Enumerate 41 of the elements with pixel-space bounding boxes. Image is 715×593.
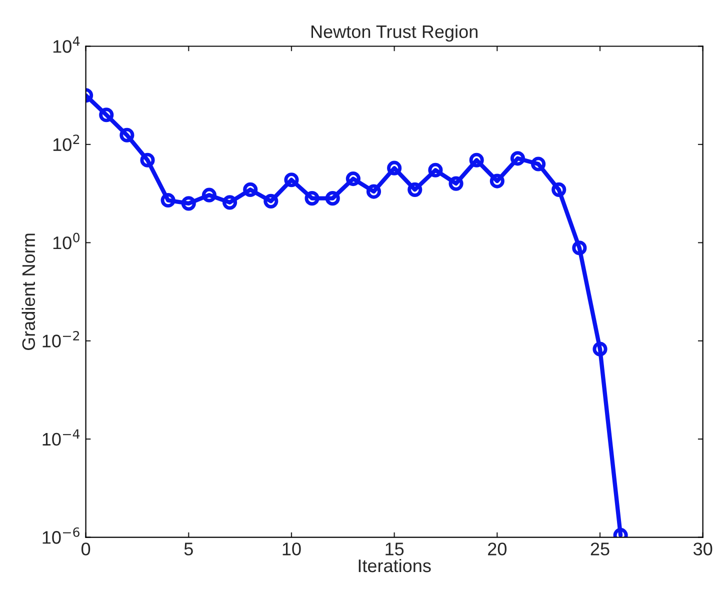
point <box>408 182 422 197</box>
point <box>181 196 196 211</box>
point <box>140 152 155 168</box>
point <box>490 174 504 188</box>
point <box>592 342 608 356</box>
point <box>366 184 382 199</box>
point <box>243 182 258 197</box>
point <box>346 171 360 186</box>
x-axis-title: Iterations <box>358 558 431 572</box>
point <box>284 172 299 188</box>
chart-title: Newton Trust Region <box>312 24 478 42</box>
point <box>264 194 278 208</box>
point <box>387 160 402 176</box>
x-tick-label: 10 <box>282 542 301 556</box>
x-tick-label: 30 <box>693 542 712 556</box>
point <box>469 152 484 168</box>
x-tick-label: 5 <box>184 542 193 556</box>
point <box>304 191 320 206</box>
point <box>448 176 464 191</box>
point <box>325 191 340 206</box>
point <box>99 108 114 122</box>
point <box>552 182 566 197</box>
y-tick-label: 10$^{−2}$ <box>42 330 80 348</box>
point <box>160 192 176 208</box>
point <box>120 128 134 142</box>
point <box>510 151 526 166</box>
y-axis-title: Gradient Norm <box>22 234 36 350</box>
y-tick-label: 10$^{−6}$ <box>42 527 80 544</box>
point <box>222 195 238 210</box>
x-tick-label: 0 <box>81 542 90 556</box>
point <box>531 156 546 172</box>
y-tick-label: 10$^{0}$ <box>53 232 80 250</box>
point <box>202 188 216 202</box>
point <box>572 240 587 256</box>
y-tick-label: 10$^{−4}$ <box>42 429 80 446</box>
y-tick-label: 10$^{4}$ <box>53 36 80 53</box>
x-tick-label: 15 <box>386 542 404 556</box>
x-tick-label: 20 <box>488 542 506 556</box>
x-tick-label: 25 <box>590 542 610 556</box>
y-tick-label: 10$^{2}$ <box>53 134 80 152</box>
point <box>428 162 443 178</box>
